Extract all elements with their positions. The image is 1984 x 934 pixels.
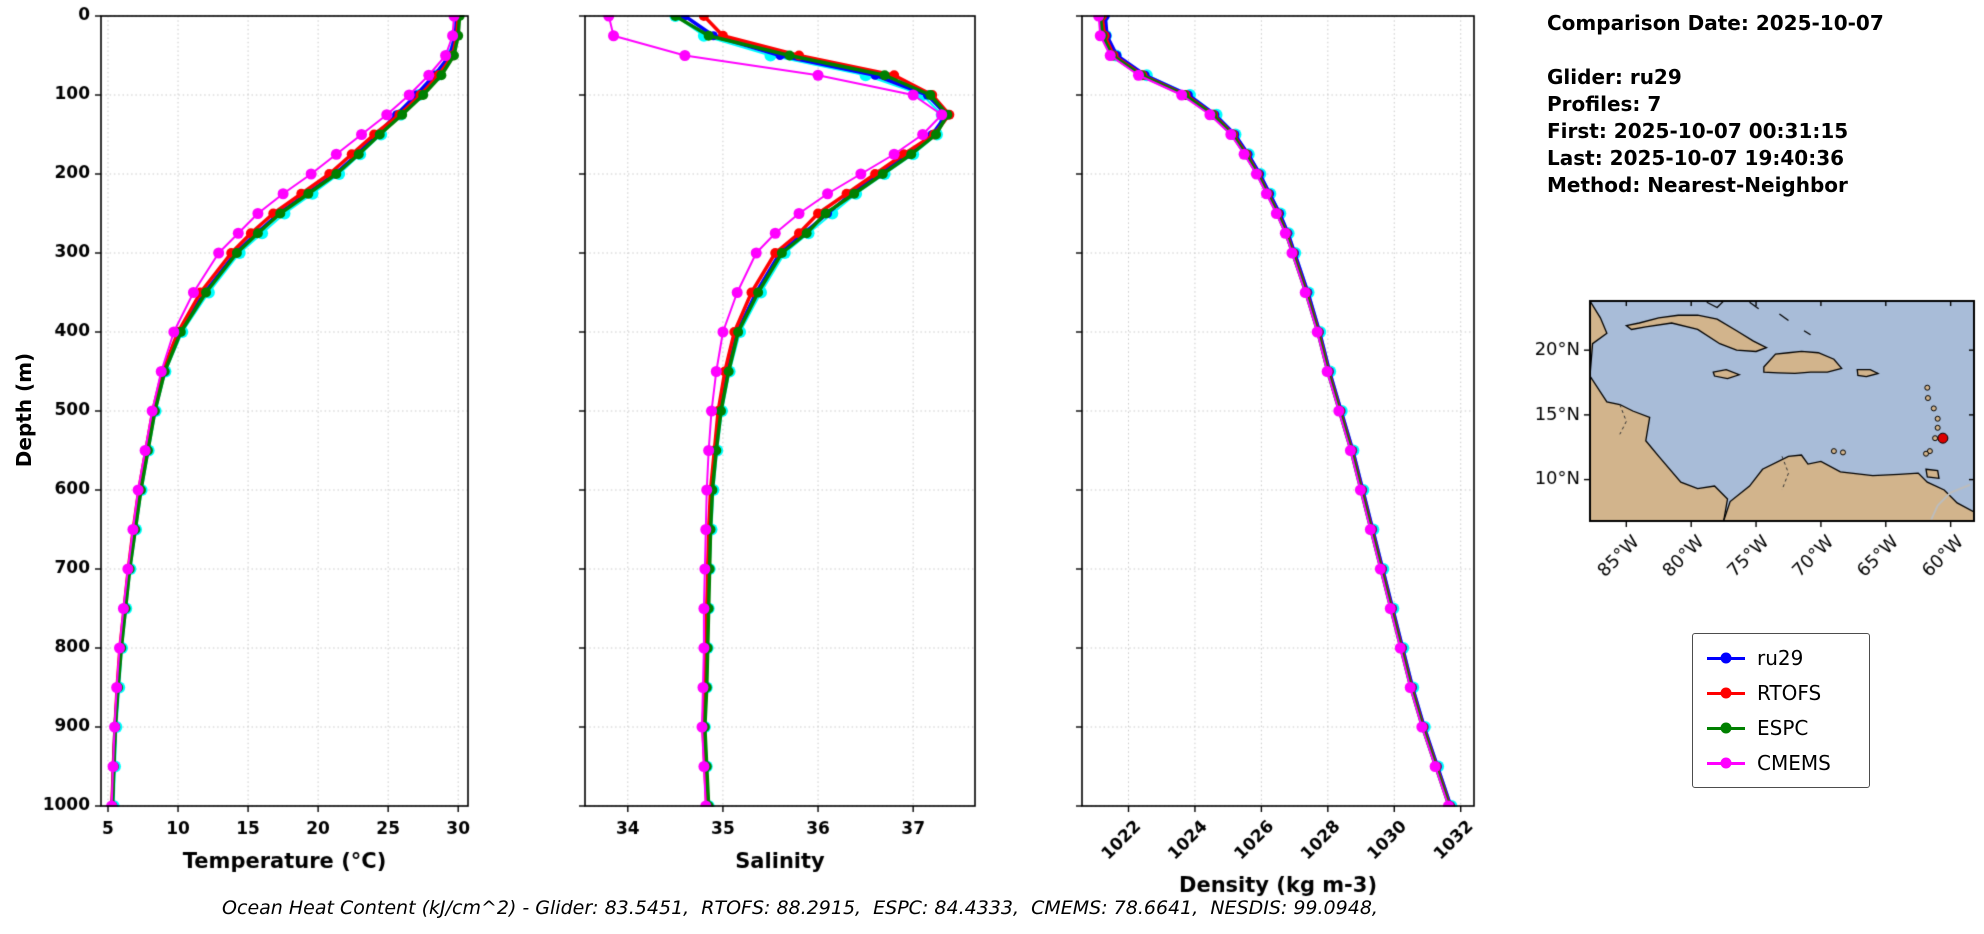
legend-item-ru29: ru29 [1707,646,1855,670]
density-profile-chart [1057,0,1497,900]
legend-label-ru29: ru29 [1757,646,1804,670]
method-text: Method: Nearest-Neighbor [1547,173,1848,197]
comparison-date-text: Comparison Date: 2025-10-07 [1547,11,1884,35]
temperature-profile-chart [10,0,490,900]
profiles-count-text: Profiles: 7 [1547,92,1662,116]
legend-marker-cmems [1720,757,1732,769]
legend-swatch-cmems [1707,757,1745,769]
legend-item-cmems: CMEMS [1707,751,1855,775]
legend-swatch-ru29 [1707,652,1745,664]
glider-name-text: Glider: ru29 [1547,65,1682,89]
legend: ru29 RTOFS ESPC CMEMS [1692,633,1870,788]
comparison-info-panel: Comparison Date: 2025-10-07 Glider: ru29… [1547,10,1967,199]
legend-swatch-rtofs [1707,687,1745,699]
caribbean-location-map [1530,295,1984,605]
legend-item-espc: ESPC [1707,716,1855,740]
first-profile-time-text: First: 2025-10-07 00:31:15 [1547,119,1849,143]
last-profile-time-text: Last: 2025-10-07 19:40:36 [1547,146,1845,170]
salinity-profile-chart [560,0,1000,900]
legend-label-rtofs: RTOFS [1757,681,1822,705]
legend-marker-espc [1720,722,1732,734]
legend-label-cmems: CMEMS [1757,751,1831,775]
info-spacer [1547,37,1967,64]
legend-label-espc: ESPC [1757,716,1809,740]
legend-marker-rtofs [1720,687,1732,699]
legend-swatch-espc [1707,722,1745,734]
legend-item-rtofs: RTOFS [1707,681,1855,705]
ocean-heat-content-footer: Ocean Heat Content (kJ/cm^2) - Glider: 8… [222,897,1378,919]
legend-marker-ru29 [1720,652,1732,664]
